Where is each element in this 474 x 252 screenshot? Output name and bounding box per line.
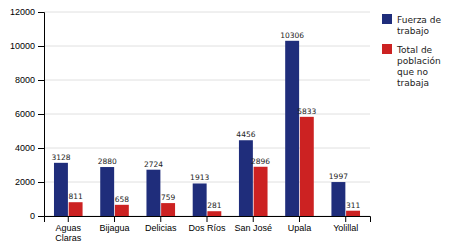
y-tick-label: 12000 (10, 7, 35, 17)
y-tick: 12000 (10, 7, 44, 17)
x-tick: Upala (288, 216, 312, 233)
x-tick-label: Delicias (145, 223, 177, 233)
x-tick-label: Bijagua (100, 223, 130, 233)
grid (44, 12, 370, 216)
legend-item: Fuerza detrabajo (382, 14, 441, 36)
y-tick: 0 (30, 211, 44, 221)
bar (100, 167, 114, 216)
y-tick-label: 2000 (15, 177, 35, 187)
x-tick-mark (253, 216, 254, 222)
grid-line (44, 114, 370, 115)
y-tick: 10000 (10, 41, 44, 51)
bar (300, 117, 314, 216)
x-tick-mark (299, 216, 300, 222)
data-label: 2724 (144, 160, 163, 169)
bar (54, 163, 68, 216)
data-labels: 3128 2880 2724 1913 4456 10306 1997 811 658 759 28… (51, 31, 360, 210)
data-label: 1997 (329, 172, 348, 181)
legend-swatch (382, 14, 392, 24)
grid-line (44, 148, 370, 149)
x-tick-label: AguasClaras (55, 223, 82, 243)
y-axis: 0 2000 4000 6000 8000 10000 12000 (10, 7, 45, 221)
x-tick-label: San José (234, 223, 272, 233)
y-tick-mark (38, 12, 44, 13)
x-axis-line (45, 217, 371, 223)
x-tick-mark (160, 216, 161, 222)
y-tick-mark (38, 80, 44, 81)
grid-line (44, 46, 370, 47)
grid-line (44, 12, 370, 13)
bar (239, 140, 253, 216)
legend-item: Total depoblaciónque notrabaja (382, 44, 441, 88)
bar-series (54, 41, 345, 216)
data-label: 281 (207, 201, 222, 210)
bar (285, 41, 299, 216)
bar (207, 211, 221, 216)
bar (146, 170, 160, 216)
bar (161, 203, 175, 216)
data-label: 2896 (251, 157, 270, 166)
data-label: 311 (346, 201, 361, 210)
legend-label: Total depoblaciónque notrabaja (396, 45, 441, 88)
chart-svg: 0 2000 4000 6000 8000 10000 12000 AguasClaras Bi… (0, 0, 474, 252)
x-tick: Delicias (145, 216, 177, 233)
data-label: 759 (161, 193, 176, 202)
bar (69, 202, 83, 216)
y-tick-label: 4000 (15, 143, 35, 153)
x-tick-label: Dos Ríos (188, 223, 226, 233)
bar (115, 205, 129, 216)
x-tick-label: Yolillal (333, 223, 358, 233)
data-label: 811 (68, 192, 83, 201)
y-tick: 6000 (15, 109, 44, 119)
y-tick-mark (38, 46, 44, 47)
x-tick-label: Upala (288, 223, 312, 233)
bar (254, 167, 268, 216)
legend: Fuerza detrabajo Total depoblaciónque not… (382, 14, 441, 88)
x-tick: AguasClaras (55, 216, 82, 243)
y-tick: 2000 (15, 177, 44, 187)
y-tick-mark (38, 148, 44, 149)
x-axis: AguasClaras Bijagua Delicias Dos Ríos San Jo… (45, 216, 371, 243)
x-tick: Bijagua (100, 216, 130, 233)
data-label: 658 (115, 195, 130, 204)
bar (346, 211, 360, 216)
legend-label: Fuerza detrabajo (397, 15, 441, 36)
x-tick-mark (345, 216, 346, 222)
y-tick-mark (38, 114, 44, 115)
y-tick-label: 10000 (10, 41, 35, 51)
x-tick: Dos Ríos (188, 216, 226, 233)
x-tick: San José (234, 216, 272, 233)
y-tick-label: 0 (30, 211, 35, 221)
y-tick-label: 6000 (15, 109, 35, 119)
bar-series (69, 117, 360, 216)
y-tick: 8000 (15, 75, 44, 85)
y-axis-line (38, 13, 45, 217)
grid-line (44, 80, 370, 81)
y-tick-label: 8000 (15, 75, 35, 85)
bars (54, 41, 360, 216)
data-label: 5833 (297, 107, 316, 116)
x-tick: Yolillal (333, 216, 358, 233)
x-tick-mark (68, 216, 69, 222)
bar (331, 182, 345, 216)
data-label: 10306 (280, 31, 304, 40)
bar (193, 183, 207, 216)
y-tick: 4000 (15, 143, 44, 153)
x-tick-mark (207, 216, 208, 222)
legend-swatch (382, 44, 392, 54)
data-label: 4456 (236, 130, 255, 139)
x-tick-mark (114, 216, 115, 222)
plot: 0 2000 4000 6000 8000 10000 12000 AguasClaras Bi… (10, 7, 371, 243)
data-label: 1913 (190, 173, 209, 182)
y-tick-mark (38, 182, 44, 183)
data-label: 3128 (51, 153, 70, 162)
data-label: 2880 (98, 157, 117, 166)
y-tick-mark (38, 216, 44, 217)
chart-container: 0 2000 4000 6000 8000 10000 12000 AguasClaras Bi… (0, 0, 474, 252)
